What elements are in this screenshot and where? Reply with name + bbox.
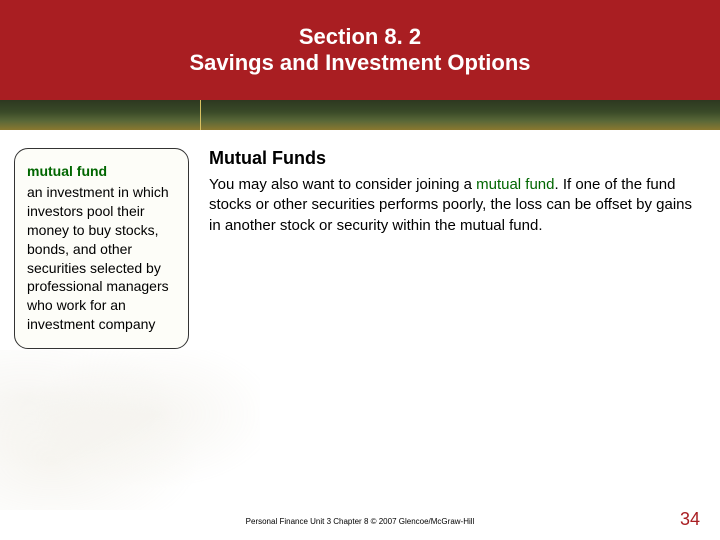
background-texture [0, 350, 260, 510]
section-number: Section 8. 2 [299, 24, 421, 50]
content-area: mutual fund an investment in which inves… [0, 130, 720, 349]
main-content: Mutual Funds You may also want to consid… [209, 148, 706, 349]
main-body: You may also want to consider joining a … [209, 175, 696, 236]
footer-text: Personal Finance Unit 3 Chapter 8 © 2007… [0, 517, 720, 526]
page-number: 34 [680, 509, 700, 530]
separator-line [200, 100, 201, 130]
term-label: mutual fund [27, 163, 176, 179]
body-pre: You may also want to consider joining a [209, 176, 476, 193]
accent-bar [0, 100, 720, 130]
body-highlight: mutual fund [476, 176, 554, 193]
definition-box: mutual fund an investment in which inves… [14, 148, 189, 349]
slide-header: Section 8. 2 Savings and Investment Opti… [0, 0, 720, 100]
term-definition: an investment in which investors pool th… [27, 183, 176, 334]
main-heading: Mutual Funds [209, 148, 696, 169]
section-title: Savings and Investment Options [189, 50, 530, 76]
